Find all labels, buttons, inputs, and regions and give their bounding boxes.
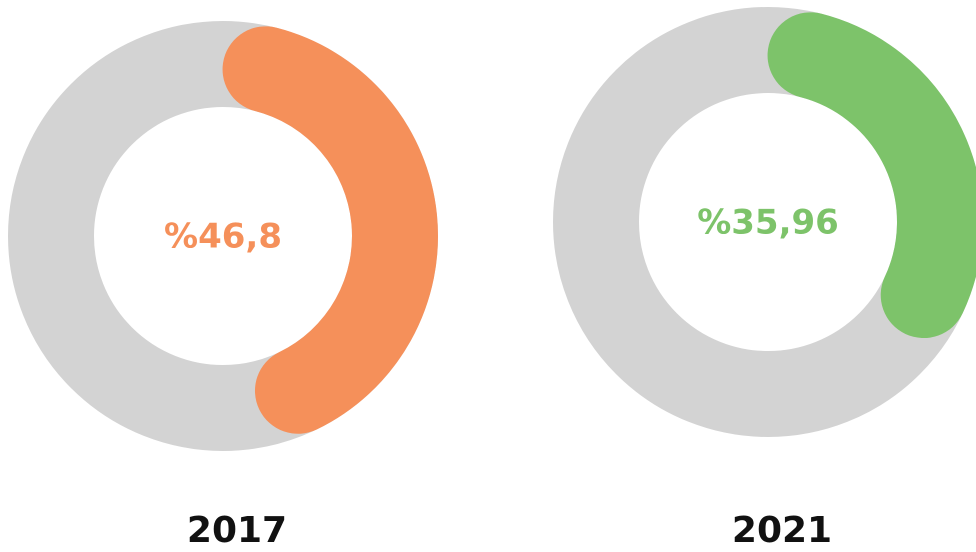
value-label: %35,96 [697, 203, 839, 243]
chart-title: 2021 [732, 510, 832, 551]
donut-arc [222, 26, 438, 434]
chart-title: 2017 [187, 510, 287, 551]
donut-arc [767, 12, 976, 339]
value-label: %46,8 [164, 217, 282, 257]
